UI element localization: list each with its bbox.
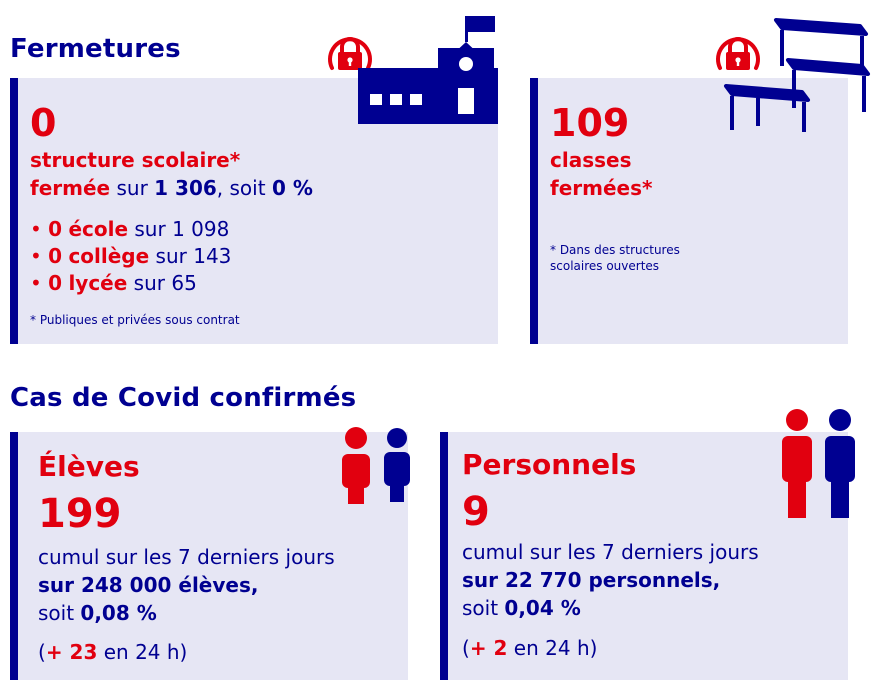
list-item-total: sur 65 — [127, 271, 197, 295]
eleves-rate: soit 0,08 % — [38, 599, 157, 627]
eleves-label: Élèves — [38, 450, 140, 483]
eleves-soit-text: soit — [38, 601, 81, 625]
school-building-icon — [358, 16, 498, 124]
list-item-count: 0 — [48, 217, 63, 241]
lock-icon — [328, 37, 372, 70]
eleves-population: sur 248 000 élèves, — [38, 573, 259, 597]
eleves-card — [10, 432, 408, 680]
personnels-soit-text: soit — [462, 596, 505, 620]
structures-footnote: * Publiques et privées sous contrat — [30, 313, 240, 327]
lock-icon — [716, 37, 760, 70]
structures-total: 1 306 — [154, 176, 217, 200]
list-item-total: sur 1 098 — [128, 217, 230, 241]
structures-percent: 0 % — [271, 176, 313, 200]
list-item: • 0 collège sur 143 — [30, 243, 231, 270]
structures-breakdown-list: • 0 école sur 1 098 • 0 collège sur 143 … — [30, 216, 231, 297]
personnels-period: cumul sur les 7 derniers jours — [462, 540, 759, 564]
personnels-delta-value: + 2 — [469, 636, 508, 660]
bullet: • — [30, 271, 42, 295]
classes-label-line2: fermées* — [550, 176, 653, 200]
list-item-kind: collège — [68, 244, 150, 268]
classes-footnote-line2: scolaires ouvertes — [550, 259, 660, 273]
personnels-percent: 0,04 % — [504, 596, 581, 620]
structures-label: structure scolaire* — [30, 148, 241, 172]
delta-rest: en 24 h) — [97, 640, 188, 664]
classes-footnote-line1: * Dans des structures — [550, 243, 680, 257]
people-icon — [782, 409, 855, 518]
structures-card-accent — [10, 78, 18, 344]
bullet: • — [30, 217, 42, 241]
delta-open: ( — [462, 636, 470, 660]
eleves-delta-value: + 23 — [45, 640, 98, 664]
personnels-card — [440, 432, 848, 680]
classes-card-accent — [530, 78, 538, 344]
eleves-percent: 0,08 % — [80, 601, 157, 625]
list-item: • 0 lycée sur 65 — [30, 270, 231, 297]
eleves-daily-delta: (+ 23 en 24 h) — [38, 638, 187, 666]
list-item-total: sur 143 — [149, 244, 232, 268]
delta-rest: en 24 h) — [507, 636, 598, 660]
classes-label-line1: classes — [550, 148, 632, 172]
personnels-cases-value: 9 — [462, 489, 490, 535]
personnels-card-accent — [440, 432, 448, 680]
eleves-cases-value: 199 — [38, 491, 122, 537]
classes-card — [530, 78, 848, 344]
delta-open: ( — [38, 640, 46, 664]
list-item-kind: école — [68, 217, 129, 241]
personnels-rate: soit 0,04 % — [462, 594, 581, 622]
eleves-card-accent — [10, 432, 18, 680]
list-item-count: 0 — [48, 244, 63, 268]
list-item-kind: lycée — [68, 271, 128, 295]
personnels-label: Personnels — [462, 448, 637, 481]
structures-closed-word: fermée — [30, 176, 111, 200]
list-item-count: 0 — [48, 271, 63, 295]
list-item: • 0 école sur 1 098 — [30, 216, 231, 243]
classes-closed-value: 109 — [550, 101, 630, 145]
eleves-period: cumul sur les 7 derniers jours — [38, 545, 335, 569]
structures-soit-text: , soit — [216, 176, 272, 200]
school-desks-icon — [724, 18, 870, 132]
fermetures-title: Fermetures — [10, 34, 181, 64]
structures-sur-text: sur — [110, 176, 155, 200]
structures-closed-value: 0 — [30, 101, 57, 145]
personnels-population: sur 22 770 personnels, — [462, 568, 721, 592]
personnels-daily-delta: (+ 2 en 24 h) — [462, 634, 597, 662]
structures-summary: fermée sur 1 306, soit 0 % — [30, 174, 313, 202]
people-icon — [342, 427, 410, 504]
bullet: • — [30, 244, 42, 268]
covid-title: Cas de Covid confirmés — [10, 383, 357, 413]
